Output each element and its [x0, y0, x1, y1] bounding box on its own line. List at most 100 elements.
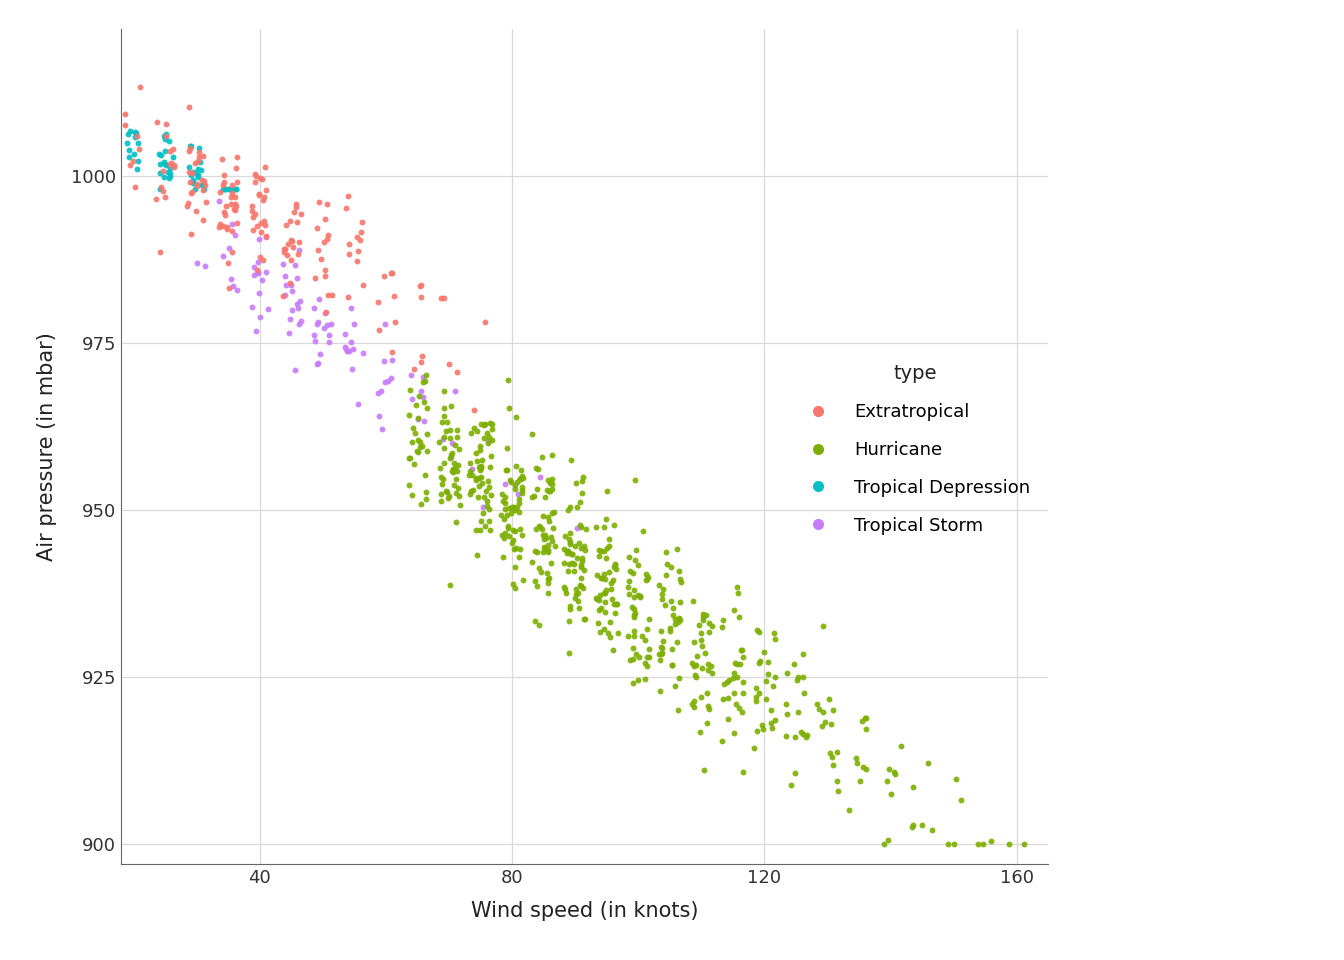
Hurricane	[589, 548, 610, 564]
Hurricane	[702, 665, 723, 681]
Hurricane	[692, 609, 714, 624]
Extratropical	[222, 245, 243, 260]
Hurricane	[655, 597, 676, 612]
Tropical Depression	[161, 150, 183, 165]
Hurricane	[539, 514, 560, 529]
Hurricane	[441, 447, 462, 463]
Hurricane	[1013, 836, 1035, 852]
Hurricane	[574, 539, 595, 554]
Tropical Storm	[243, 259, 265, 275]
Hurricane	[625, 553, 646, 568]
Extratropical	[156, 129, 177, 144]
Hurricane	[638, 649, 660, 664]
Hurricane	[406, 444, 427, 459]
Hurricane	[911, 817, 933, 832]
Hurricane	[728, 609, 750, 624]
Hurricane	[845, 751, 867, 766]
Hurricane	[902, 820, 923, 835]
Extratropical	[430, 290, 452, 305]
Extratropical	[273, 288, 294, 303]
Hurricane	[480, 523, 501, 539]
Tropical Storm	[250, 309, 271, 324]
Hurricane	[439, 450, 461, 466]
Tropical Storm	[285, 363, 306, 378]
Hurricane	[590, 601, 612, 616]
Hurricane	[622, 599, 644, 614]
Extratropical	[194, 178, 215, 193]
Hurricane	[521, 426, 543, 442]
Hurricane	[410, 440, 431, 455]
Hurricane	[571, 559, 593, 574]
Tropical Storm	[348, 396, 370, 412]
Hurricane	[509, 471, 531, 487]
Hurricane	[574, 542, 595, 558]
Hurricane	[559, 545, 581, 561]
Hurricane	[466, 548, 488, 564]
Hurricane	[700, 659, 722, 674]
Tropical Depression	[194, 181, 215, 197]
Hurricane	[444, 456, 465, 471]
Hurricane	[632, 523, 653, 539]
Hurricane	[590, 543, 612, 559]
Tropical Depression	[187, 167, 208, 182]
Extratropical	[245, 166, 266, 181]
Hurricane	[566, 499, 587, 515]
Hurricane	[399, 477, 421, 492]
Hurricane	[433, 471, 454, 487]
Extratropical	[382, 265, 403, 280]
Hurricane	[694, 762, 715, 778]
Hurricane	[575, 611, 597, 626]
Hurricane	[938, 836, 960, 852]
Hurricane	[532, 527, 554, 542]
Hurricane	[618, 653, 640, 668]
Hurricane	[656, 556, 677, 571]
Hurricane	[542, 476, 563, 492]
Hurricane	[595, 540, 617, 556]
Extratropical	[187, 177, 208, 192]
Tropical Depression	[181, 164, 203, 180]
Extratropical	[313, 234, 335, 250]
Tropical Storm	[375, 374, 396, 390]
Hurricane	[660, 560, 681, 575]
Hurricane	[460, 464, 481, 479]
Extratropical	[185, 204, 207, 219]
Tropical Depression	[185, 165, 207, 180]
Extratropical	[216, 255, 238, 271]
Tropical Depression	[159, 170, 180, 185]
Tropical Depression	[192, 177, 214, 192]
Hurricane	[413, 374, 434, 390]
Tropical Storm	[309, 347, 331, 362]
Hurricane	[603, 517, 625, 533]
Tropical Depression	[149, 165, 171, 180]
Tropical Depression	[148, 146, 169, 161]
Hurricane	[696, 662, 718, 678]
Hurricane	[624, 609, 645, 624]
Hurricane	[746, 681, 767, 696]
Hurricane	[718, 710, 739, 726]
Hurricane	[415, 368, 437, 383]
Hurricane	[433, 400, 454, 416]
Hurricane	[508, 492, 530, 507]
Hurricane	[636, 572, 657, 588]
Tropical Storm	[378, 373, 399, 389]
Extratropical	[210, 216, 231, 231]
Tropical Storm	[477, 433, 499, 448]
Hurricane	[527, 461, 548, 476]
Hurricane	[530, 519, 551, 535]
Hurricane	[445, 515, 466, 530]
Extratropical	[180, 227, 202, 242]
Hurricane	[636, 650, 657, 665]
Hurricane	[602, 643, 624, 659]
Hurricane	[566, 551, 587, 566]
Extratropical	[214, 207, 235, 223]
Tropical Storm	[319, 327, 340, 343]
Hurricane	[761, 715, 782, 731]
Extratropical	[245, 169, 266, 184]
Extratropical	[187, 154, 208, 169]
Tropical Storm	[341, 341, 363, 356]
Hurricane	[481, 421, 503, 437]
Hurricane	[460, 456, 481, 471]
Tropical Depression	[180, 168, 202, 183]
Tropical Depression	[124, 130, 145, 145]
Hurricane	[746, 689, 767, 705]
